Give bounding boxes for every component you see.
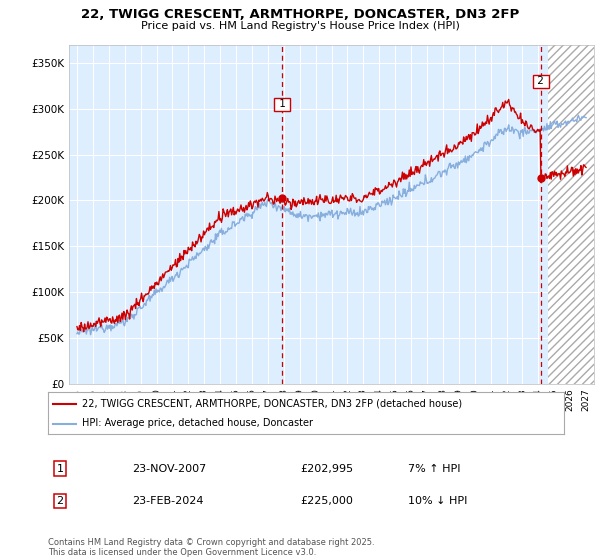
Text: 2: 2 (534, 76, 547, 86)
Text: 10% ↓ HPI: 10% ↓ HPI (408, 496, 467, 506)
Text: 7% ↑ HPI: 7% ↑ HPI (408, 464, 461, 474)
Text: 22, TWIGG CRESCENT, ARMTHORPE, DONCASTER, DN3 2FP: 22, TWIGG CRESCENT, ARMTHORPE, DONCASTER… (81, 8, 519, 21)
Text: 1: 1 (56, 464, 64, 474)
Text: Price paid vs. HM Land Registry's House Price Index (HPI): Price paid vs. HM Land Registry's House … (140, 21, 460, 31)
Bar (548, 45, 594, 384)
Text: 1: 1 (275, 99, 289, 109)
Text: £202,995: £202,995 (300, 464, 353, 474)
Text: Contains HM Land Registry data © Crown copyright and database right 2025.
This d: Contains HM Land Registry data © Crown c… (48, 538, 374, 557)
Text: £225,000: £225,000 (300, 496, 353, 506)
Text: 23-NOV-2007: 23-NOV-2007 (132, 464, 206, 474)
Text: 23-FEB-2024: 23-FEB-2024 (132, 496, 203, 506)
Text: HPI: Average price, detached house, Doncaster: HPI: Average price, detached house, Donc… (82, 418, 313, 428)
Text: 2: 2 (56, 496, 64, 506)
Text: 22, TWIGG CRESCENT, ARMTHORPE, DONCASTER, DN3 2FP (detached house): 22, TWIGG CRESCENT, ARMTHORPE, DONCASTER… (82, 399, 461, 409)
